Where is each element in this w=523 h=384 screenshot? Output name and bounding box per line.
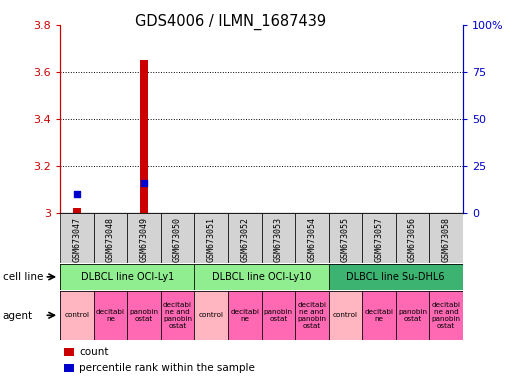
Text: agent: agent (3, 311, 33, 321)
Text: GSM673057: GSM673057 (374, 217, 383, 262)
Text: cell line: cell line (3, 272, 43, 282)
Bar (328, 264, 463, 290)
Text: GSM673056: GSM673056 (408, 217, 417, 262)
Bar (396, 213, 429, 263)
Point (73, 191, 81, 197)
Text: GDS4006 / ILMN_1687439: GDS4006 / ILMN_1687439 (134, 13, 326, 30)
Bar (127, 291, 161, 340)
Text: GSM673053: GSM673053 (274, 217, 283, 262)
Text: GSM673052: GSM673052 (240, 217, 249, 262)
Text: GSM673058: GSM673058 (441, 217, 451, 262)
Bar (60, 213, 94, 263)
Bar (195, 291, 228, 340)
Text: GSM673047: GSM673047 (72, 217, 82, 262)
Text: GSM673049: GSM673049 (140, 217, 149, 262)
Text: decitabi
ne: decitabi ne (96, 309, 125, 322)
Bar (64, 364, 74, 372)
Bar (161, 291, 195, 340)
Text: GSM673054: GSM673054 (308, 217, 316, 262)
Bar (195, 264, 328, 290)
Text: DLBCL line Su-DHL6: DLBCL line Su-DHL6 (346, 272, 445, 282)
Text: GSM673055: GSM673055 (341, 217, 350, 262)
Text: panobin
ostat: panobin ostat (264, 309, 293, 322)
Text: decitabi
ne: decitabi ne (230, 309, 259, 322)
Bar (429, 213, 463, 263)
Bar (60, 264, 195, 290)
Bar (328, 213, 362, 263)
Bar (362, 291, 396, 340)
Bar (94, 291, 127, 340)
Bar (262, 213, 295, 263)
Bar (295, 291, 328, 340)
Text: panobin
ostat: panobin ostat (398, 309, 427, 322)
Text: decitabi
ne and
panobin
ostat: decitabi ne and panobin ostat (298, 302, 326, 329)
Text: control: control (64, 312, 89, 318)
Bar (262, 291, 295, 340)
Text: GSM673048: GSM673048 (106, 217, 115, 262)
Bar (94, 213, 127, 263)
Bar (362, 213, 396, 263)
Bar (195, 213, 228, 263)
Text: DLBCL line OCI-Ly1: DLBCL line OCI-Ly1 (81, 272, 174, 282)
Bar (228, 213, 262, 263)
Text: decitabi
ne and
panobin
ostat: decitabi ne and panobin ostat (163, 302, 192, 329)
Text: DLBCL line OCI-Ly10: DLBCL line OCI-Ly10 (212, 272, 311, 282)
Text: control: control (333, 312, 358, 318)
Bar (295, 213, 328, 263)
Bar (228, 291, 262, 340)
Bar (429, 291, 463, 340)
Bar (127, 213, 161, 263)
Point (140, 179, 148, 185)
Bar (73, 209, 81, 213)
Bar (328, 291, 362, 340)
Text: control: control (199, 312, 224, 318)
Text: decitabi
ne and
panobin
ostat: decitabi ne and panobin ostat (431, 302, 461, 329)
Bar (140, 60, 148, 213)
Text: percentile rank within the sample: percentile rank within the sample (79, 363, 255, 373)
Text: GSM673050: GSM673050 (173, 217, 182, 262)
Text: count: count (79, 347, 109, 357)
Text: decitabi
ne: decitabi ne (365, 309, 393, 322)
Bar (161, 213, 195, 263)
Text: GSM673051: GSM673051 (207, 217, 215, 262)
Text: panobin
ostat: panobin ostat (130, 309, 158, 322)
Bar (64, 348, 74, 356)
Bar (60, 291, 94, 340)
Bar (396, 291, 429, 340)
